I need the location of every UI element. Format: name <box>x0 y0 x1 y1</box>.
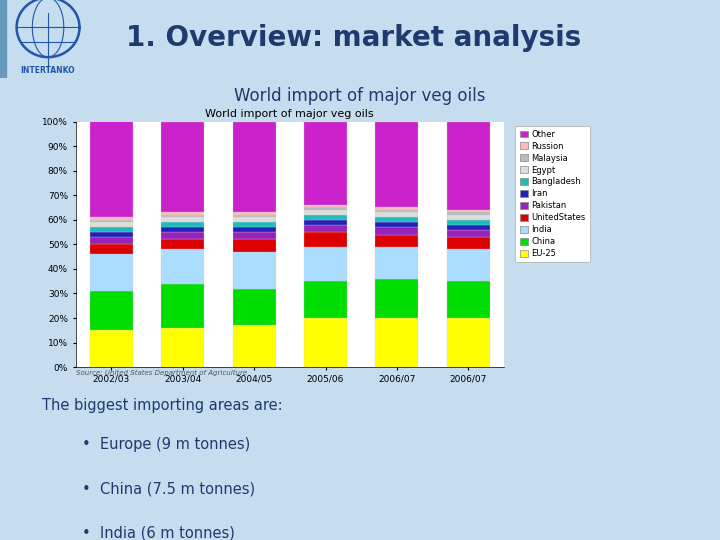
Bar <box>161 249 204 284</box>
Text: INTERTANKO: INTERTANKO <box>21 66 76 75</box>
Bar <box>90 291 132 330</box>
Bar <box>161 227 204 232</box>
Bar <box>161 222 204 227</box>
Legend: Other, Russion, Malaysia, Egypt, Bangladesh, Iran, Pakistan, UnitedStates, India: Other, Russion, Malaysia, Egypt, Banglad… <box>516 126 590 262</box>
Bar <box>447 237 490 249</box>
Bar <box>376 247 418 279</box>
Bar <box>376 217 418 222</box>
Bar <box>233 239 276 252</box>
Bar <box>376 212 418 217</box>
Bar <box>90 227 132 232</box>
Bar <box>304 207 347 210</box>
Bar <box>233 212 276 215</box>
Bar <box>90 254 132 291</box>
Bar <box>90 244 132 254</box>
Bar <box>0 0 6 78</box>
Bar <box>376 227 418 234</box>
Bar <box>90 222 132 227</box>
Bar <box>447 122 490 210</box>
Bar <box>90 217 132 220</box>
Bar <box>304 205 347 207</box>
Text: World import of major veg oils: World import of major veg oils <box>234 87 486 105</box>
Bar <box>161 328 204 367</box>
Bar <box>233 227 276 232</box>
Bar <box>161 122 204 212</box>
Bar <box>376 234 418 247</box>
Bar <box>447 318 490 367</box>
Bar <box>161 215 204 217</box>
Bar <box>161 217 204 222</box>
Bar <box>161 212 204 215</box>
Bar <box>376 318 418 367</box>
Bar <box>304 247 347 281</box>
Bar <box>304 232 347 247</box>
Bar <box>376 222 418 227</box>
Bar <box>90 122 132 217</box>
Bar <box>447 225 490 230</box>
Bar <box>90 237 132 244</box>
Title: World import of major veg oils: World import of major veg oils <box>205 109 374 119</box>
Bar <box>233 232 276 239</box>
Bar <box>233 222 276 227</box>
Bar <box>376 279 418 318</box>
Bar <box>376 210 418 212</box>
Text: •  India (6 m tonnes): • India (6 m tonnes) <box>82 526 235 540</box>
Bar <box>447 210 490 212</box>
Bar <box>447 281 490 318</box>
Text: 1. Overview: market analysis: 1. Overview: market analysis <box>126 24 581 52</box>
Bar <box>304 225 347 232</box>
Bar <box>376 122 418 207</box>
Bar <box>233 122 276 212</box>
Bar <box>304 215 347 220</box>
Bar <box>447 215 490 220</box>
Bar <box>376 207 418 210</box>
Text: •  Europe (9 m tonnes): • Europe (9 m tonnes) <box>82 436 250 451</box>
Bar <box>447 212 490 215</box>
Text: •  China (7.5 m tonnes): • China (7.5 m tonnes) <box>82 481 255 496</box>
Bar <box>233 215 276 217</box>
Bar <box>304 210 347 215</box>
Bar <box>304 281 347 318</box>
Bar <box>161 284 204 328</box>
Bar <box>233 326 276 367</box>
Bar <box>233 217 276 222</box>
Bar <box>161 239 204 249</box>
Bar <box>90 220 132 222</box>
Bar <box>90 330 132 367</box>
Bar <box>304 318 347 367</box>
Bar <box>447 230 490 237</box>
Text: The biggest importing areas are:: The biggest importing areas are: <box>42 398 283 413</box>
Bar <box>90 232 132 237</box>
Text: Source: United States Department of Agriculture: Source: United States Department of Agri… <box>76 370 247 376</box>
Bar <box>161 232 204 239</box>
Bar <box>447 220 490 225</box>
Bar <box>233 252 276 288</box>
Bar <box>233 288 276 326</box>
Bar <box>447 249 490 281</box>
Bar <box>304 220 347 225</box>
Bar <box>304 122 347 205</box>
